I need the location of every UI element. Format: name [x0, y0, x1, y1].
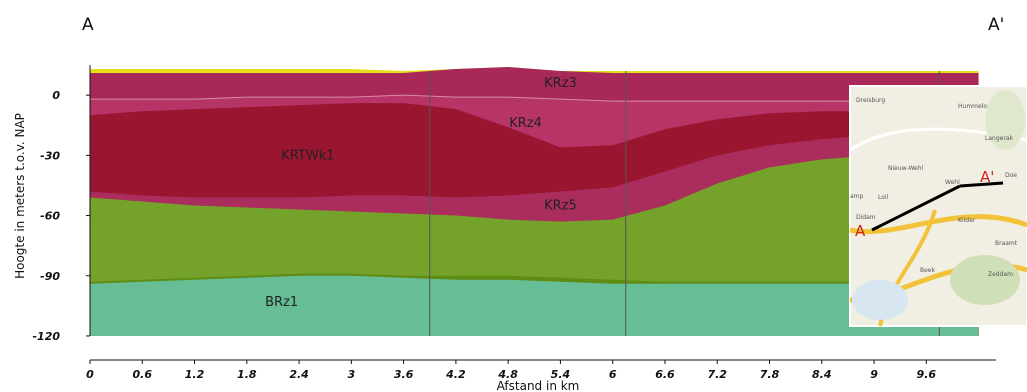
x-tick-label: 2.4 [289, 368, 309, 381]
map-place-label: Dreisburg [856, 97, 885, 104]
y-axis-title: Hoogte in meters t.o.v. NAP [13, 113, 27, 279]
map-place-label: Doe [1005, 172, 1017, 179]
x-tick-label: 7.2 [707, 368, 727, 381]
inset-location-map: Dreisburg Hummelo Langerak Nieuw-Wehl We… [849, 85, 1027, 327]
map-place-label: Nieuw-Wehl [888, 165, 924, 172]
x-tick-label: 0.6 [133, 368, 153, 381]
layer-label: KRTWk1 [281, 148, 334, 163]
x-tick-label: 6.6 [655, 368, 675, 381]
y-tick-label: -90 [40, 270, 60, 283]
x-tick-label: 3 [348, 368, 356, 381]
geologic-layers [90, 67, 979, 336]
section-line [959, 181, 1004, 188]
map-place-label: Loil [878, 194, 889, 201]
layer-label: BRz1 [265, 295, 298, 310]
y-tick-label: 0 [52, 89, 60, 102]
map-place-label: Hummelo [958, 103, 987, 110]
axes: 0 -30 -60 -90 -120 0 0.6 1.2 1.8 2.4 3 3.6 4.2 4.8 5.4… [32, 65, 996, 381]
layer-labels: BRz1 KRz5 KRTWk1 KRz4 KRz3 [265, 76, 577, 310]
map-place-label: Beek [920, 267, 935, 274]
map-place-label: Braamt [995, 240, 1018, 247]
section-start-label: A [82, 15, 94, 35]
x-tick-label: 7.8 [760, 368, 780, 381]
y-tick-label: -60 [40, 210, 60, 223]
map-place-label: Kilder [958, 217, 976, 224]
x-tick-label: 6 [609, 368, 617, 381]
layer-label: KRz4 [509, 116, 542, 131]
x-tick-label: 4.2 [445, 368, 466, 381]
map-water [852, 280, 908, 320]
x-tick-label: 9 [870, 368, 878, 381]
x-tick-label: 5.4 [551, 368, 571, 381]
layer-boundary [90, 94, 979, 102]
map-place-label: Langerak [985, 135, 1013, 142]
x-axis-title: Afstand in km [497, 379, 580, 392]
layer-label: KRz5 [544, 199, 577, 214]
x-tick-label: 1.8 [237, 368, 257, 381]
y-tick-label: -120 [32, 330, 60, 343]
map-point-a-prime: A' [980, 168, 994, 186]
x-tick-label: 3.6 [394, 368, 414, 381]
x-tick-label: 9.6 [917, 368, 937, 381]
x-tick-label: 4.8 [497, 368, 518, 381]
x-tick-label: 8.4 [812, 368, 832, 381]
map-place-label: Didam [856, 214, 876, 221]
layer-band [90, 275, 979, 336]
layer-label: KRz3 [544, 76, 577, 91]
y-tick-label: -30 [40, 149, 60, 162]
map-point-a: A [855, 222, 866, 240]
map-place-label: Wehl [945, 179, 960, 186]
section-end-label: A' [988, 15, 1004, 35]
map-place-label: Zeddam [988, 271, 1013, 278]
map-forest [950, 255, 1020, 305]
map-forest [985, 90, 1025, 150]
map-place-label: amp [850, 193, 864, 200]
x-tick-label: 1.2 [185, 368, 205, 381]
x-tick-label: 0 [86, 368, 94, 381]
section-line [871, 184, 961, 232]
